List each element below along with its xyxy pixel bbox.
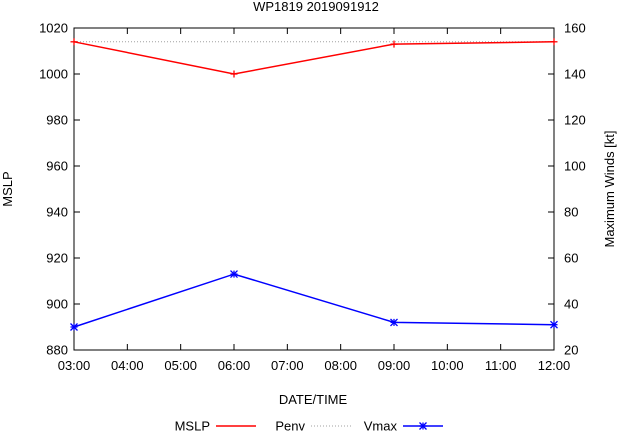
x-tick-label: 12:00 xyxy=(538,358,571,373)
legend-label-mslp: MSLP xyxy=(175,419,210,432)
penv-series-line xyxy=(73,41,555,75)
chart-title: WP1819 2019091912 xyxy=(253,0,379,14)
legend-marker-vmax xyxy=(419,422,427,430)
x-tick-label: 04:00 xyxy=(111,358,144,373)
y-tick-label-left: 1000 xyxy=(39,67,68,82)
y-tick-label-left: 1020 xyxy=(39,21,68,36)
vmax-point xyxy=(550,320,558,329)
x-tick-label: 11:00 xyxy=(485,358,517,373)
vmax-point-stroke xyxy=(70,323,78,331)
penv-point xyxy=(550,38,558,46)
y-tick-label-left: 900 xyxy=(46,297,68,312)
penv-point xyxy=(230,70,238,78)
y-tick-label-right: 20 xyxy=(564,343,578,358)
y-tick-label-left: 920 xyxy=(46,251,68,266)
y-tick-label-left: 940 xyxy=(46,205,68,220)
legend-marker-vmax-stroke xyxy=(419,422,427,430)
legend-label-vmax: Vmax xyxy=(364,419,398,432)
vmax-point xyxy=(390,318,398,327)
y-tick-label-right: 120 xyxy=(564,113,586,128)
x-tick-label: 09:00 xyxy=(378,358,411,373)
y-tick-label-right: 100 xyxy=(564,159,586,174)
y-tick-label-left: 880 xyxy=(46,343,68,358)
penv-point xyxy=(390,40,398,48)
y-tick-label-right: 160 xyxy=(564,21,586,36)
x-tick-label: 07:00 xyxy=(271,358,304,373)
plot-frame xyxy=(73,27,555,351)
y-tick-label-right: 140 xyxy=(564,67,586,82)
vmax-point xyxy=(70,323,78,331)
y-axis-label-left: MSLP xyxy=(0,171,15,206)
x-axis-label: DATE/TIME xyxy=(279,392,348,407)
vmax-point xyxy=(230,270,238,279)
vmax-point-stroke xyxy=(550,320,558,329)
y-tick-label-right: 60 xyxy=(564,251,578,266)
y-tick-label-right: 80 xyxy=(564,205,578,220)
series-group xyxy=(70,38,558,331)
vmax-point-stroke xyxy=(390,318,398,327)
x-tick-label: 05:00 xyxy=(164,358,197,373)
y-axis-label-right: Maximum Winds [kt] xyxy=(602,130,617,247)
legend: MSLP Penv Vmax xyxy=(175,419,443,432)
vmax-point-stroke xyxy=(230,270,238,279)
y-tick-label-left: 960 xyxy=(46,159,68,174)
x-tick-label: 08:00 xyxy=(324,358,357,373)
axis-ticks: 880 900 920 940 960 980 1000 1020 20 40 60 80 100 120… xyxy=(39,21,586,374)
x-tick-label: 10:00 xyxy=(431,358,464,373)
y-tick-label-right: 40 xyxy=(564,297,578,312)
legend-label-penv: Penv xyxy=(275,419,305,432)
vmax-series-line xyxy=(73,273,555,328)
x-tick-label: 06:00 xyxy=(218,358,251,373)
y-tick-label-left: 980 xyxy=(46,113,68,128)
x-tick-label: 03:00 xyxy=(58,358,91,373)
penv-point xyxy=(70,38,78,46)
